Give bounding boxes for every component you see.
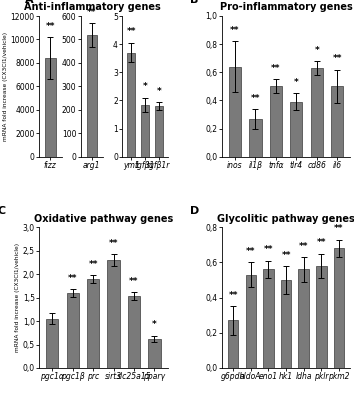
Bar (310, 68, 323, 157)
Bar (331, 86, 343, 157)
Text: **: ** (126, 28, 136, 36)
Bar (45, 58, 56, 157)
Text: **: ** (109, 239, 118, 248)
Bar (316, 266, 327, 368)
Title: Glycolitic pathway genes: Glycolitic pathway genes (217, 214, 354, 224)
Bar (263, 270, 274, 368)
Bar (87, 279, 99, 368)
Text: **: ** (87, 8, 97, 17)
Title: Pro-inflammatory genes: Pro-inflammatory genes (220, 2, 353, 12)
Text: *: * (294, 78, 299, 87)
Text: A: A (25, 0, 34, 5)
Bar (46, 319, 58, 368)
Bar (229, 67, 241, 157)
Text: **: ** (228, 291, 238, 300)
Text: D: D (189, 206, 199, 216)
Text: **: ** (88, 260, 98, 269)
Text: **: ** (251, 94, 260, 102)
Bar (249, 119, 262, 157)
Text: C: C (0, 206, 6, 216)
Text: B: B (189, 0, 198, 5)
Bar (67, 293, 79, 368)
Bar (141, 105, 149, 157)
Bar (290, 102, 302, 157)
Text: **: ** (271, 64, 281, 73)
Text: **: ** (281, 250, 291, 260)
Text: **: ** (332, 54, 342, 63)
Bar (270, 86, 282, 157)
Y-axis label: mRNA fold increase (CX3Cl1/vehicle): mRNA fold increase (CX3Cl1/vehicle) (15, 243, 20, 352)
Title: Anti-inflammatory genes: Anti-inflammatory genes (24, 2, 160, 12)
Bar (155, 106, 163, 157)
Text: *: * (156, 86, 161, 96)
Text: **: ** (68, 274, 78, 283)
Bar (128, 296, 140, 368)
Bar (127, 53, 135, 157)
Text: **: ** (264, 245, 273, 254)
Bar (246, 275, 256, 368)
Y-axis label: mRNA fold increase (CX3Cl1/vehicle): mRNA fold increase (CX3Cl1/vehicle) (3, 32, 8, 141)
Bar (107, 260, 120, 368)
Text: **: ** (299, 242, 308, 251)
Text: **: ** (246, 247, 256, 256)
Text: **: ** (316, 238, 326, 247)
Text: *: * (152, 320, 157, 329)
Bar (228, 320, 239, 368)
Bar (87, 35, 97, 157)
Text: *: * (314, 46, 319, 55)
Bar (298, 270, 309, 368)
Bar (281, 280, 291, 368)
Text: **: ** (129, 277, 139, 286)
Bar (148, 339, 160, 368)
Text: **: ** (46, 22, 55, 31)
Text: **: ** (230, 26, 240, 35)
Text: **: ** (334, 224, 344, 233)
Text: *: * (143, 82, 147, 91)
Title: Oxidative pathway genes: Oxidative pathway genes (34, 214, 173, 224)
Bar (334, 248, 344, 368)
